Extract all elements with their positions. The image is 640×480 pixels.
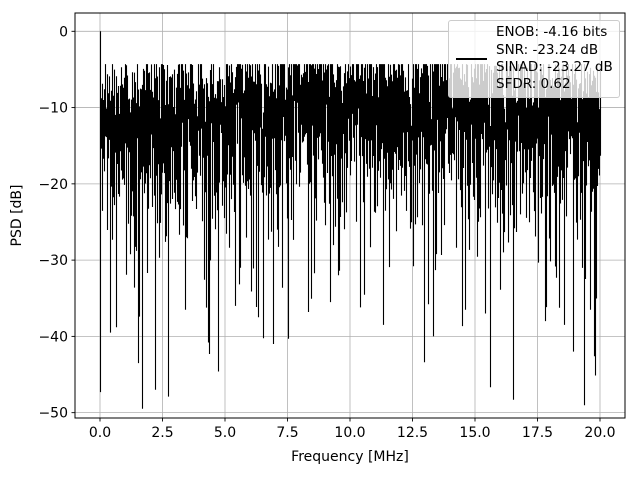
legend-line-sample [456, 57, 487, 61]
legend: ENOB: -4.16 bits SNR: -23.24 dB SINAD: -… [448, 20, 620, 98]
y-tick-label: −10 [38, 101, 68, 117]
tick-labels: 0.0 2.5 5.0 7.5 10.0 12.5 15.0 17.5 20.0 0 −10 −20 −… [38, 24, 615, 441]
y-tick-label: −20 [38, 177, 68, 193]
x-tick-label: 12.5 [397, 425, 428, 441]
x-tick-label: 17.5 [522, 425, 553, 441]
psd-trace [99, 31, 602, 409]
y-axis-label: PSD [dB] [9, 185, 25, 247]
x-tick-label: 5.0 [214, 425, 236, 441]
y-tick-label: −30 [38, 253, 68, 269]
legend-enob-value: ENOB: -4.16 bits [496, 24, 608, 41]
x-tick-label: 2.5 [151, 425, 173, 441]
x-tick-label: 0.0 [89, 425, 111, 441]
y-tick-label: −40 [38, 329, 68, 345]
x-tick-label: 10.0 [334, 425, 365, 441]
axis-ticks [71, 30, 601, 422]
x-tick-label: 7.5 [276, 425, 298, 441]
x-axis-label: Frequency [MHz] [291, 449, 409, 465]
y-tick-label: −50 [38, 406, 68, 422]
legend-snr-value: SNR: -23.24 dB [496, 41, 599, 58]
x-tick-label: 15.0 [459, 425, 490, 441]
legend-sinad-value: SINAD: -23.27 dB [496, 59, 613, 75]
y-tick-label: 0 [59, 24, 68, 40]
legend-label-block: ENOB: -4.16 bits SNR: -23.24 dB SINAD: -… [496, 24, 613, 94]
legend-sfdr-value: SFDR: 0.62 [496, 76, 571, 93]
x-tick-label: 20.0 [584, 425, 615, 441]
